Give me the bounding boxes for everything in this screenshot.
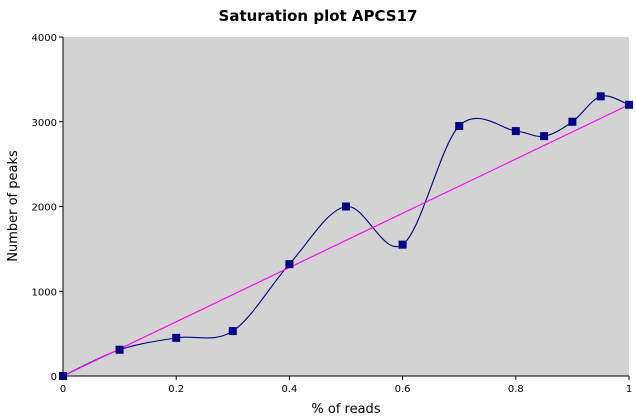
y-tick-label: 0 bbox=[51, 372, 57, 383]
x-axis: 0 0.2 0.4 0.6 0.8 1 bbox=[60, 375, 632, 395]
data-point-marker bbox=[511, 127, 520, 136]
x-tick-label: 0.4 bbox=[281, 384, 297, 395]
data-point-marker bbox=[540, 132, 549, 141]
y-axis-label: Number of peaks bbox=[6, 150, 21, 262]
x-tick-label: 0.2 bbox=[168, 384, 184, 395]
y-tick-label: 1000 bbox=[32, 287, 57, 298]
y-tick-label: 4000 bbox=[32, 33, 57, 44]
data-point-marker bbox=[455, 121, 464, 130]
x-tick-label: 0.6 bbox=[395, 384, 411, 395]
data-point-marker bbox=[172, 333, 181, 342]
y-tick-label: 3000 bbox=[32, 118, 57, 129]
trend-line bbox=[62, 104, 630, 377]
data-point-marker bbox=[285, 260, 294, 269]
series-markers bbox=[59, 92, 633, 380]
data-point-marker bbox=[398, 240, 407, 249]
data-point-marker bbox=[115, 345, 124, 354]
y-axis: 0 1000 2000 3000 4000 bbox=[32, 33, 64, 383]
x-tick-label: 0.8 bbox=[508, 384, 524, 395]
x-tick-label: 0 bbox=[60, 384, 66, 395]
data-point-marker bbox=[625, 100, 633, 109]
data-point-marker bbox=[228, 327, 237, 336]
y-tick-label: 2000 bbox=[32, 203, 57, 214]
data-point-marker bbox=[342, 202, 350, 211]
data-point-marker bbox=[596, 92, 605, 101]
x-tick-label: 1 bbox=[626, 384, 632, 395]
data-point-marker bbox=[568, 117, 577, 126]
chart-title: Saturation plot APCS17 bbox=[219, 7, 418, 25]
x-axis-label: % of reads bbox=[311, 402, 380, 417]
data-point-marker bbox=[59, 372, 67, 380]
